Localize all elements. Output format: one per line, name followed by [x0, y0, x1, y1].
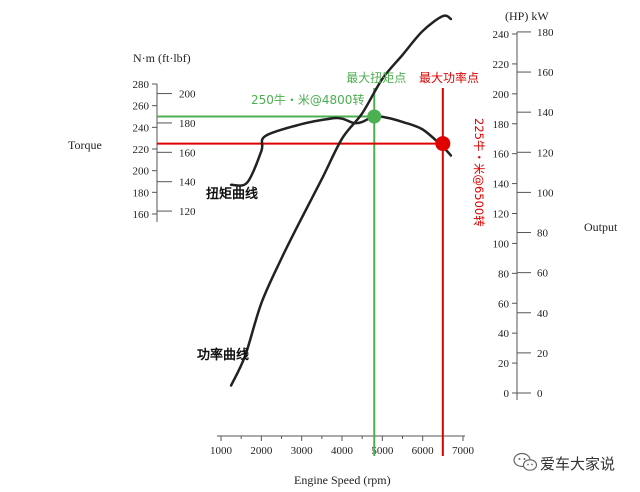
hp-tick-label: 240: [493, 29, 510, 41]
kw-tick-label: 140: [537, 107, 554, 119]
hp-tick-label: 20: [498, 358, 510, 370]
ftlbf-tick-label: 200: [179, 89, 196, 101]
kw-tick-label: 80: [537, 228, 549, 240]
kw-tick-label: 40: [537, 308, 549, 320]
hp-tick-label: 120: [493, 209, 510, 221]
nm-tick-label: 180: [133, 187, 150, 199]
nm-tick-label: 200: [133, 166, 150, 178]
watermark-text: 爱车大家说: [540, 455, 615, 473]
ftlbf-tick-label: 120: [179, 206, 196, 218]
torque-unit-label: N·m (ft·lbf): [133, 51, 191, 65]
nm-tick-label: 220: [133, 144, 150, 156]
hp-tick-label: 220: [493, 59, 510, 71]
max-power-label: 最大功率点: [419, 70, 479, 85]
rpm-tick-label: 2000: [250, 445, 273, 457]
ftlbf-tick-label: 160: [179, 147, 196, 159]
hp-tick-label: 180: [493, 119, 510, 131]
max-power-annotation: 225牛・米@6500转: [472, 118, 486, 227]
hp-tick-label: 200: [493, 89, 510, 101]
torque-axis: 160 180 200 220 240 260 280 120 140 160 180 200: [133, 79, 196, 222]
power-curve: [229, 14, 453, 387]
rpm-tick-label: 7000: [452, 445, 475, 457]
watermark: 爱车大家说: [513, 452, 615, 473]
hp-tick-label: 60: [498, 298, 510, 310]
kw-tick-label: 120: [537, 147, 554, 159]
hp-tick-label: 40: [498, 328, 510, 340]
kw-tick-label: 0: [537, 388, 543, 400]
output-unit-label: (HP) kW: [505, 9, 549, 23]
max-power-point: [435, 136, 451, 152]
torque-axis-title: Torque: [68, 138, 102, 152]
x-axis-title: Engine Speed (rpm): [294, 473, 391, 487]
output-axis: 0 20 40 60 80 100 120 140 160 180 200 220 240 0 20 40 60…: [493, 27, 554, 400]
rpm-tick-label: 6000: [412, 445, 435, 457]
hp-tick-label: 160: [493, 149, 510, 161]
max-torque-annotation: 250牛・米@4800转: [251, 92, 364, 107]
kw-tick-label: 20: [537, 348, 549, 360]
nm-tick-label: 260: [133, 101, 150, 113]
hp-tick-label: 80: [498, 268, 510, 280]
ftlbf-tick-label: 140: [179, 177, 196, 189]
output-axis-title: Output: [584, 220, 618, 234]
kw-tick-label: 100: [537, 187, 554, 199]
max-torque-point: [367, 109, 382, 124]
hp-tick-label: 140: [493, 179, 510, 191]
rpm-tick-label: 5000: [371, 445, 394, 457]
wechat-icon: [513, 452, 538, 471]
markers: 最大扭矩点 250牛・米@4800转 最大功率点 225牛・米@6500转: [251, 70, 486, 227]
rpm-tick-label: 4000: [331, 445, 354, 457]
nm-tick-label: 240: [133, 122, 150, 134]
hp-tick-label: 0: [504, 388, 510, 400]
kw-tick-label: 60: [537, 268, 549, 280]
max-torque-label: 最大扭矩点: [346, 71, 406, 85]
kw-tick-label: 160: [537, 67, 554, 79]
nm-tick-label: 280: [133, 79, 150, 91]
rpm-axis: 1000 2000 3000 4000 5000 6000 7000: [210, 435, 475, 457]
nm-tick-label: 160: [133, 209, 150, 221]
rpm-tick-label: 3000: [291, 445, 314, 457]
rpm-tick-label: 1000: [210, 445, 233, 457]
power-curve-label: 功率曲线: [197, 347, 249, 363]
kw-tick-label: 180: [537, 27, 554, 39]
ftlbf-tick-label: 180: [179, 118, 196, 130]
torque-curve-label: 扭矩曲线: [206, 186, 258, 202]
hp-tick-label: 100: [493, 238, 510, 250]
